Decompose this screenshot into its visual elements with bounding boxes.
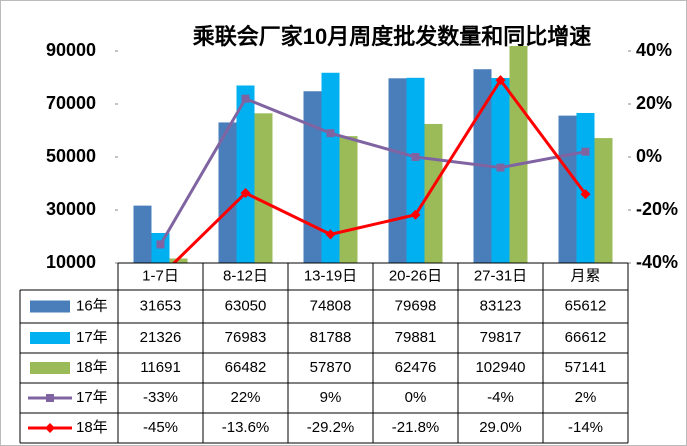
bar <box>576 112 595 263</box>
table-value: 9% <box>320 389 342 406</box>
x-tick-label: 1-7日 <box>142 267 179 284</box>
chart-title: 乘联会厂家10月周度批发数量和同比增速 <box>192 24 591 49</box>
table-value: -21.8% <box>392 419 440 436</box>
table-value: 74808 <box>310 297 352 314</box>
x-tick-label: 13-19日 <box>304 267 357 284</box>
table-value: 57141 <box>565 359 607 376</box>
table-value: 66612 <box>565 329 607 346</box>
bar <box>254 113 273 263</box>
table-value: 63050 <box>225 297 267 314</box>
legend-label: 18年 <box>76 419 108 436</box>
legend-key <box>30 300 70 313</box>
table-value: 22% <box>230 389 260 406</box>
marker <box>241 94 250 103</box>
table-value: 57870 <box>310 359 352 376</box>
bar <box>388 78 407 263</box>
marker <box>580 189 591 200</box>
table-value: -14% <box>568 419 603 436</box>
marker <box>410 209 421 220</box>
marker <box>411 153 420 161</box>
bar <box>218 122 237 263</box>
y-tick-label: 70000 <box>46 93 96 113</box>
table-value: -13.6% <box>222 419 270 436</box>
table-value: 81788 <box>310 329 352 346</box>
table-value: 79698 <box>395 297 437 314</box>
table-value: 0% <box>405 389 427 406</box>
table-value: 79881 <box>395 329 437 346</box>
table-value: -29.2% <box>307 419 355 436</box>
y2-tick-label: -40% <box>636 252 678 272</box>
marker <box>581 147 590 156</box>
legend-label: 16年 <box>76 297 108 314</box>
marker <box>325 229 336 240</box>
table-value: -33% <box>143 389 178 406</box>
table-value: 102940 <box>475 359 525 376</box>
legend-key <box>45 423 55 433</box>
x-tick-label: 月累 <box>570 267 600 284</box>
legend-label: 17年 <box>76 329 108 346</box>
x-tick-label: 8-12日 <box>223 267 268 284</box>
table-value: 66482 <box>225 359 267 376</box>
bar <box>339 136 358 263</box>
table-value: 76983 <box>225 329 267 346</box>
bar <box>133 205 152 263</box>
marker <box>496 163 505 172</box>
table-value: -45% <box>143 419 178 436</box>
y2-tick-label: 0% <box>636 146 662 166</box>
legend-key <box>30 362 70 374</box>
bar <box>236 85 255 263</box>
y-tick-label: 10000 <box>46 252 96 272</box>
table-value: 65612 <box>565 297 607 314</box>
table-value: 79817 <box>480 329 522 346</box>
marker <box>495 75 506 86</box>
legend-key <box>46 394 54 402</box>
legend-key <box>30 332 70 344</box>
bar <box>594 138 613 263</box>
marker <box>240 188 251 199</box>
table-value: 29.0% <box>479 419 522 436</box>
y-tick-label: 30000 <box>46 199 96 219</box>
marker <box>326 129 335 138</box>
y2-tick-label: -20% <box>636 199 678 219</box>
legend-label: 18年 <box>76 359 108 376</box>
y-tick-label: 90000 <box>46 40 96 60</box>
table-value: 2% <box>575 389 597 406</box>
table-value: 21326 <box>140 329 182 346</box>
x-tick-label: 20-26日 <box>389 267 442 284</box>
line-series <box>159 96 586 246</box>
x-tick-label: 27-31日 <box>474 267 527 284</box>
bar <box>406 77 425 263</box>
bar <box>558 115 577 263</box>
table-value: 83123 <box>480 297 522 314</box>
table-value: 11691 <box>140 359 181 376</box>
bar <box>169 258 188 263</box>
table-value: -4% <box>487 389 514 406</box>
table-value: 31653 <box>140 297 182 314</box>
bar <box>509 46 528 263</box>
bar <box>321 72 340 263</box>
marker <box>156 240 165 249</box>
table-value: 62476 <box>395 359 437 376</box>
y-tick-label: 50000 <box>46 146 96 166</box>
legend-label: 17年 <box>76 389 108 406</box>
bar <box>303 91 322 263</box>
y2-tick-label: 40% <box>636 40 672 60</box>
plot-area <box>133 46 613 263</box>
y2-tick-label: 20% <box>636 93 672 113</box>
line-series <box>171 77 587 263</box>
